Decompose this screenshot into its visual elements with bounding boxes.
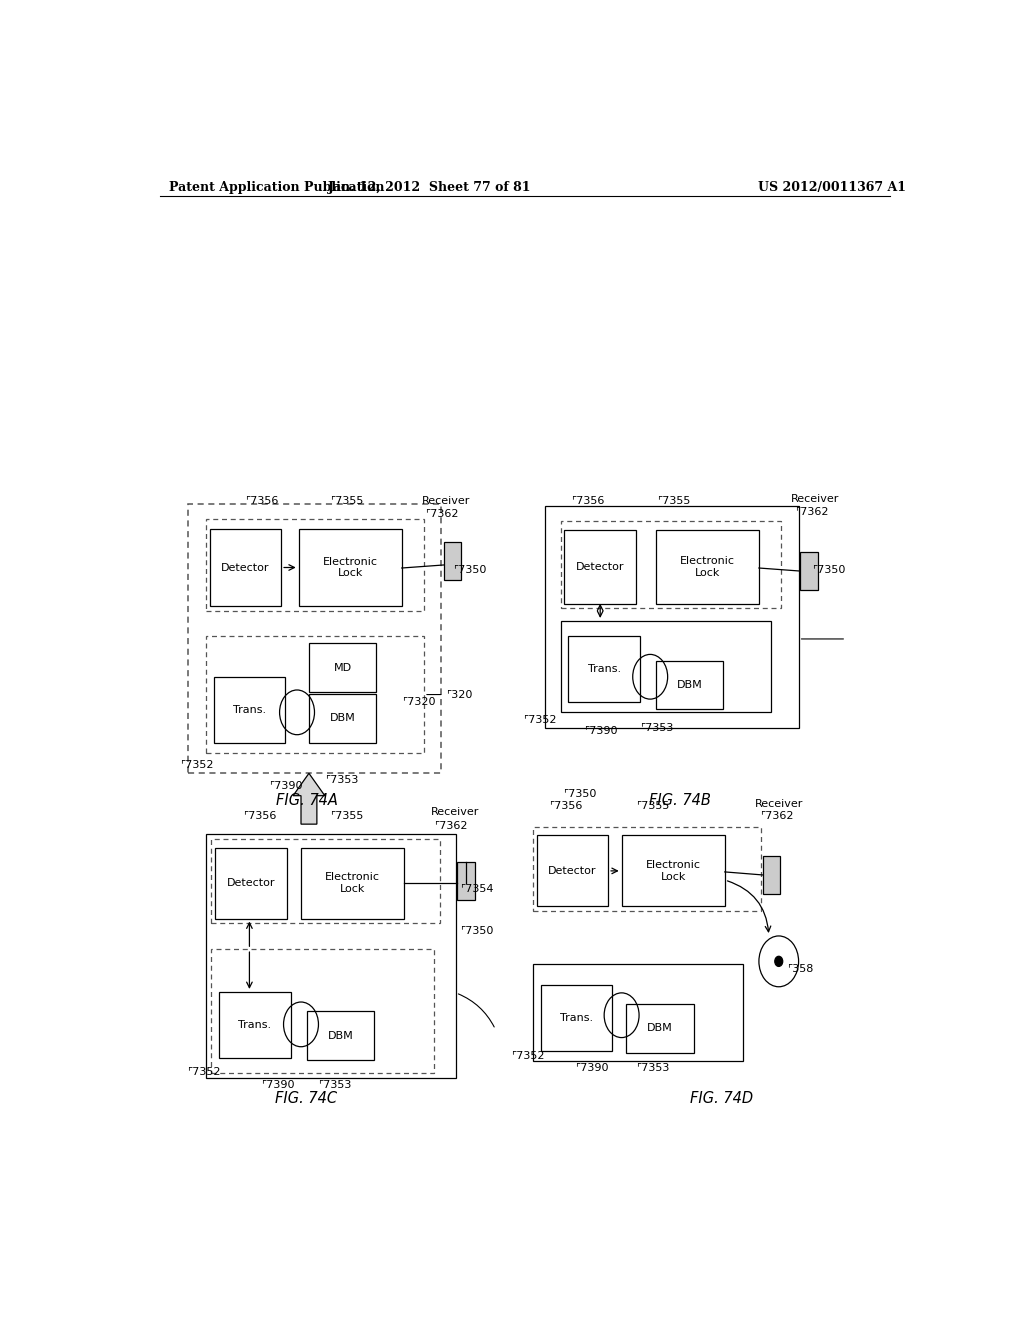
Text: DBM: DBM xyxy=(647,1023,673,1034)
Text: Trans.: Trans. xyxy=(232,705,266,715)
Text: FIG. 74C: FIG. 74C xyxy=(275,1092,338,1106)
Text: Receiver: Receiver xyxy=(791,494,839,504)
Text: ⌜7390: ⌜7390 xyxy=(585,726,617,735)
Bar xyxy=(655,660,723,709)
Bar xyxy=(215,847,287,919)
Bar xyxy=(299,529,401,606)
Text: ⌜7353: ⌜7353 xyxy=(318,1081,352,1090)
Bar xyxy=(211,840,440,923)
Text: Trans.: Trans. xyxy=(239,1020,271,1030)
Bar xyxy=(206,636,424,752)
Bar xyxy=(532,828,761,911)
Bar xyxy=(443,541,461,581)
Text: ⌜7350: ⌜7350 xyxy=(460,925,494,936)
Bar xyxy=(211,949,433,1073)
Text: FIG. 74A: FIG. 74A xyxy=(275,792,338,808)
Text: ⌜7355: ⌜7355 xyxy=(331,496,364,506)
Bar xyxy=(560,521,781,607)
Text: ⌜7353: ⌜7353 xyxy=(325,775,358,784)
Text: ⌜7390: ⌜7390 xyxy=(269,780,303,791)
Text: ⌜7356: ⌜7356 xyxy=(549,801,582,810)
Bar xyxy=(800,552,817,590)
Bar xyxy=(210,529,282,606)
Bar xyxy=(532,965,743,1061)
Text: FIG. 74B: FIG. 74B xyxy=(648,792,711,808)
Bar xyxy=(655,531,759,603)
Text: US 2012/0011367 A1: US 2012/0011367 A1 xyxy=(758,181,905,194)
Text: ⌜7353: ⌜7353 xyxy=(640,722,673,733)
Text: ⌜7352: ⌜7352 xyxy=(179,760,213,771)
Text: ⌜7355: ⌜7355 xyxy=(656,496,690,506)
Text: ⌜7353: ⌜7353 xyxy=(636,1063,670,1073)
Text: Trans.: Trans. xyxy=(588,664,621,675)
Bar xyxy=(627,1005,694,1053)
Bar xyxy=(560,620,771,713)
Bar xyxy=(301,847,404,919)
Circle shape xyxy=(775,956,782,966)
Bar xyxy=(214,677,285,743)
Text: ⌜7352: ⌜7352 xyxy=(187,1068,221,1077)
Text: Detector: Detector xyxy=(221,562,269,573)
Text: FIG. 74D: FIG. 74D xyxy=(690,1092,754,1106)
Text: Trans.: Trans. xyxy=(560,1012,593,1023)
Text: ⌜320: ⌜320 xyxy=(446,689,473,700)
Text: ⌜358: ⌜358 xyxy=(786,964,813,974)
Bar xyxy=(537,836,608,907)
Text: Electronic
Lock: Electronic Lock xyxy=(325,873,380,894)
Bar xyxy=(306,1011,374,1060)
Text: DBM: DBM xyxy=(677,680,702,690)
Bar xyxy=(187,504,441,774)
Text: Electronic
Lock: Electronic Lock xyxy=(646,861,700,882)
Text: Receiver: Receiver xyxy=(422,496,470,506)
Text: ⌜7356: ⌜7356 xyxy=(243,810,276,821)
Text: ⌜7362: ⌜7362 xyxy=(796,507,828,517)
Text: ⌜7356: ⌜7356 xyxy=(570,496,604,506)
Bar xyxy=(309,694,377,743)
Text: ⌜7355: ⌜7355 xyxy=(636,801,670,810)
Text: ⌜7320: ⌜7320 xyxy=(401,697,435,708)
Text: ⌜7362: ⌜7362 xyxy=(425,510,459,519)
Text: Receiver: Receiver xyxy=(431,807,479,817)
Text: ⌜7355: ⌜7355 xyxy=(330,810,362,821)
Text: ⌜7390: ⌜7390 xyxy=(574,1063,608,1073)
Polygon shape xyxy=(293,774,325,824)
Text: ⌜7350: ⌜7350 xyxy=(812,565,846,576)
Text: DBM: DBM xyxy=(330,713,355,723)
Text: ⌜7350: ⌜7350 xyxy=(563,789,596,799)
Text: ⌜7362: ⌜7362 xyxy=(433,821,467,832)
Text: MD: MD xyxy=(334,663,351,673)
Bar xyxy=(541,985,612,1051)
Text: Receiver: Receiver xyxy=(755,799,803,809)
Bar xyxy=(545,506,799,727)
Text: Patent Application Publication: Patent Application Publication xyxy=(169,181,385,194)
Text: Detector: Detector xyxy=(548,866,597,876)
Text: Jan. 12, 2012  Sheet 77 of 81: Jan. 12, 2012 Sheet 77 of 81 xyxy=(328,181,531,194)
Bar xyxy=(309,643,377,692)
Bar xyxy=(458,862,475,900)
Text: ⌜7352: ⌜7352 xyxy=(523,714,557,725)
Bar xyxy=(564,531,636,603)
Text: DBM: DBM xyxy=(328,1031,353,1040)
Bar xyxy=(219,991,291,1057)
Text: ⌜7362: ⌜7362 xyxy=(760,810,794,821)
Text: Detector: Detector xyxy=(226,878,275,888)
Bar xyxy=(622,836,725,907)
Bar xyxy=(568,636,640,702)
Text: ⌜7350: ⌜7350 xyxy=(454,565,486,576)
Text: Electronic
Lock: Electronic Lock xyxy=(680,556,735,578)
Text: ⌜7356: ⌜7356 xyxy=(246,496,279,506)
Bar xyxy=(763,855,780,894)
Text: Detector: Detector xyxy=(575,562,625,572)
Text: ⌜7354: ⌜7354 xyxy=(460,884,494,894)
Bar xyxy=(206,834,456,1078)
Text: ⌜7352: ⌜7352 xyxy=(511,1051,545,1061)
Text: Electronic
Lock: Electronic Lock xyxy=(323,557,378,578)
Text: ⌜7390: ⌜7390 xyxy=(261,1081,295,1090)
Bar xyxy=(206,519,424,611)
